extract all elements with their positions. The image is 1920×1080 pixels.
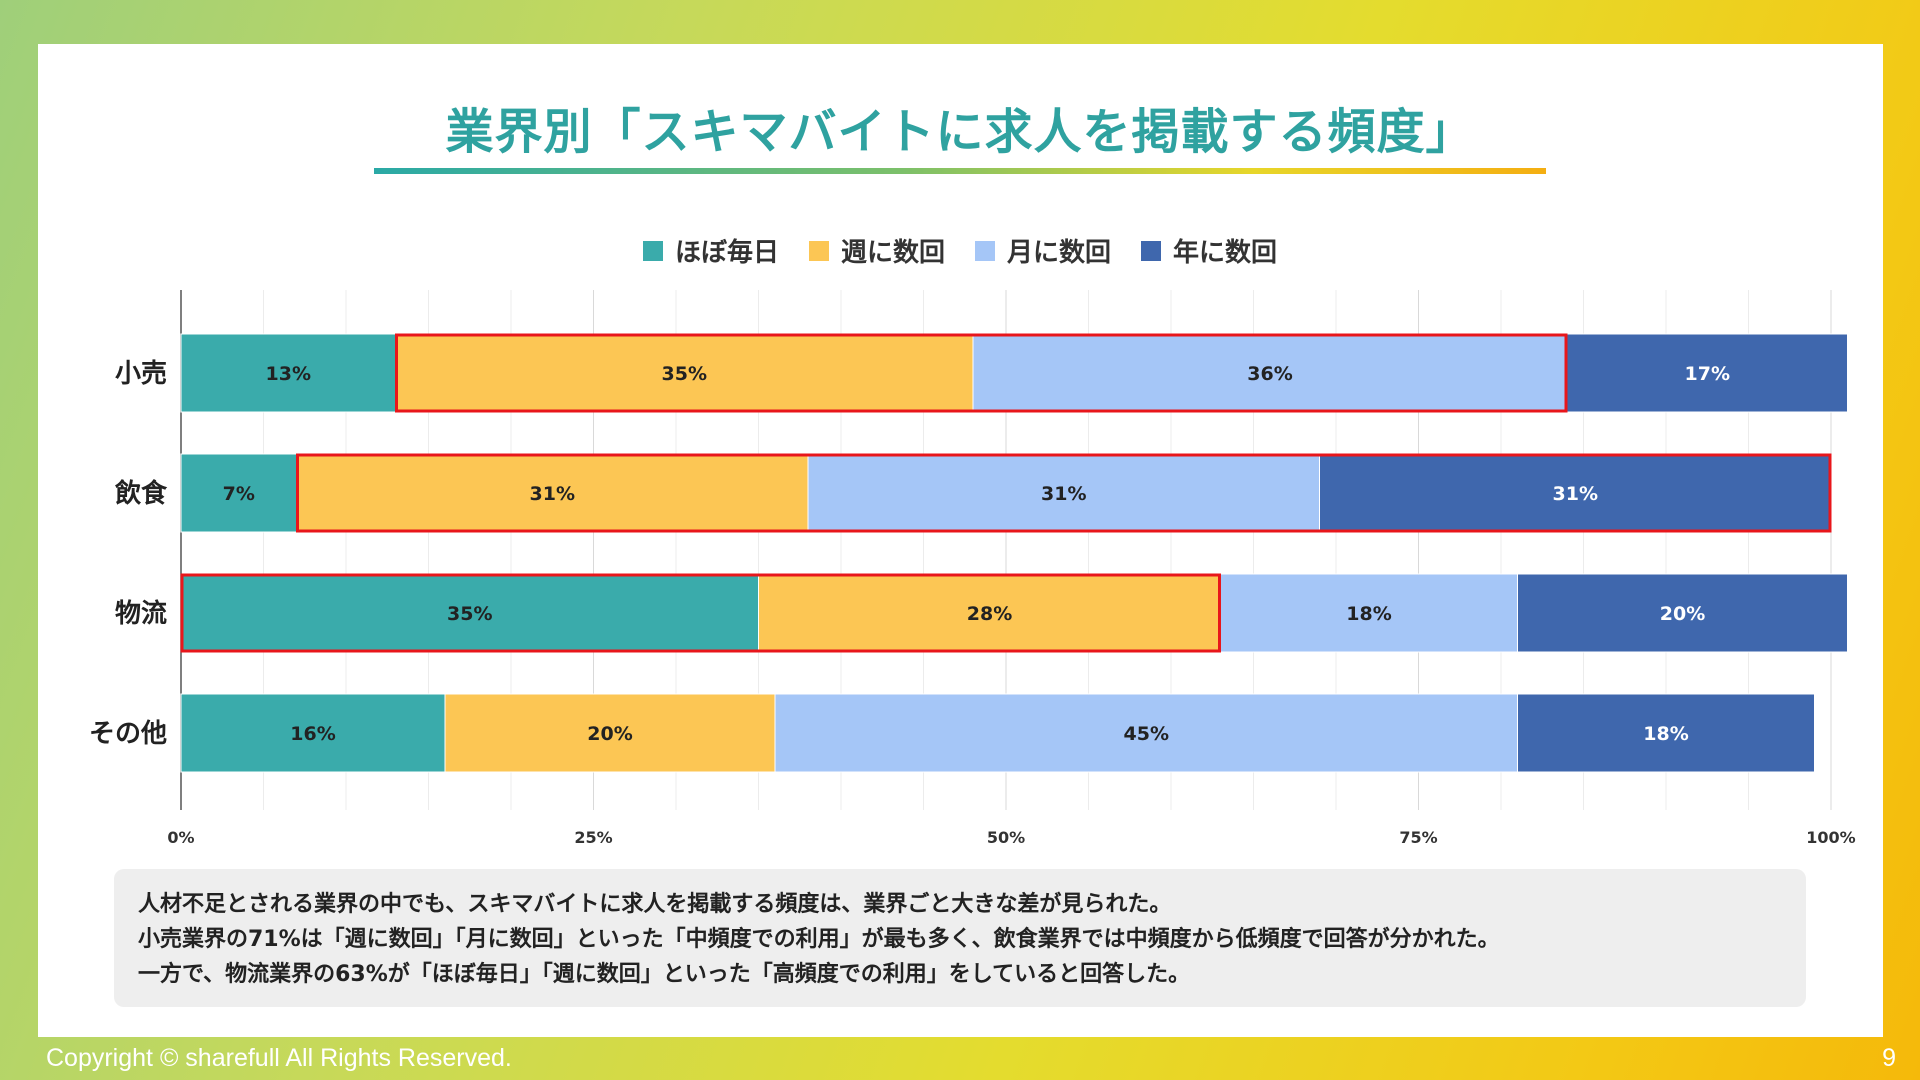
highlight-frame — [180, 573, 1221, 653]
category-label: 小売 — [115, 359, 167, 389]
summary-line: 人材不足とされる業界の中でも、スキマバイトに求人を掲載する頻度は、業界ごと大きな… — [138, 892, 1172, 917]
bar-segment — [395, 333, 974, 413]
x-tick-label: 50% — [987, 828, 1025, 847]
bar-segment — [758, 573, 1221, 653]
stacked-bar-chart: 0% 25% 50% 75% 100% 小売 13% 35% 36% 17% 飲食 7% 31% 31% 3… — [89, 290, 1856, 847]
bar-segment — [1319, 453, 1832, 533]
legend-item-daily: ほぼ毎日 — [642, 232, 779, 269]
legend-swatch — [808, 240, 829, 261]
summary-box: 人材不足とされる業界の中でも、スキマバイトに求人を掲載する頻度は、業界ごと大きな… — [114, 869, 1806, 1007]
legend-label: 週に数回 — [840, 238, 945, 268]
bar-segment — [1517, 693, 1815, 773]
highlight-frame — [296, 453, 1832, 533]
x-tick-label: 25% — [574, 828, 612, 847]
legend-item-yearly: 年に数回 — [1141, 232, 1277, 269]
bar-segment — [180, 693, 446, 773]
data-label: 28% — [967, 603, 1012, 625]
category-label: 飲食 — [114, 478, 168, 509]
bar-segment — [180, 333, 396, 413]
bar-segment — [1220, 573, 1518, 653]
x-tick-label: 75% — [1399, 828, 1437, 847]
legend-item-monthly: 月に数回 — [975, 232, 1111, 269]
legend-swatch — [975, 240, 995, 261]
x-tick-label: 100% — [1806, 828, 1855, 847]
legend-label: 年に数回 — [1173, 238, 1278, 268]
legend-label: ほぼ毎日 — [674, 238, 779, 268]
data-label: 36% — [1247, 363, 1292, 385]
data-label: 13% — [266, 363, 311, 385]
data-label: 35% — [447, 603, 492, 625]
bar-segment — [296, 453, 809, 533]
data-label: 31% — [530, 483, 575, 505]
legend-label: 月に数回 — [1007, 238, 1112, 268]
legend-swatch — [1141, 240, 1162, 261]
data-label: 17% — [1685, 363, 1730, 385]
legend-swatch — [642, 240, 663, 261]
copyright-text: Copyright © sharefull All Rights Reserve… — [46, 1044, 512, 1072]
category-label: 物流 — [115, 599, 167, 629]
summary-line: 一方で、物流業界の63%が「ほぼ毎日」「週に数回」といった「高頻度での利用」をし… — [138, 962, 1191, 987]
category-label: その他 — [89, 719, 167, 749]
bar-segment — [807, 453, 1320, 533]
slide-title: 業界別「スキマバイトに求人を掲載する頻度」 — [445, 104, 1475, 160]
bar-segment — [1566, 333, 1848, 413]
bar-segment — [774, 693, 1518, 773]
data-label: 20% — [1660, 603, 1705, 625]
data-label: 7% — [223, 483, 255, 505]
summary-line: 小売業界の71%は「週に数回」「月に数回」といった「中頻度での利用」が最も多く、… — [138, 927, 1500, 952]
bar-segment — [972, 333, 1568, 413]
data-label: 20% — [587, 723, 632, 745]
data-label: 45% — [1124, 723, 1169, 745]
data-label: 16% — [290, 723, 335, 745]
x-tick-label: 0% — [167, 828, 194, 847]
title-underline — [374, 168, 1546, 174]
data-label: 35% — [662, 363, 707, 385]
chart-legend: ほぼ毎日 週に数回 月に数回 年に数回 — [0, 232, 1920, 269]
bar-segment — [1517, 573, 1848, 653]
data-label: 31% — [1041, 483, 1086, 505]
legend-item-weekly: 週に数回 — [808, 232, 945, 269]
highlight-frame — [395, 333, 1568, 413]
data-label: 18% — [1346, 603, 1391, 625]
data-label: 31% — [1553, 483, 1598, 505]
bar-segment — [444, 693, 776, 773]
page-number: 9 — [1882, 1044, 1896, 1072]
data-label: 18% — [1643, 723, 1688, 745]
